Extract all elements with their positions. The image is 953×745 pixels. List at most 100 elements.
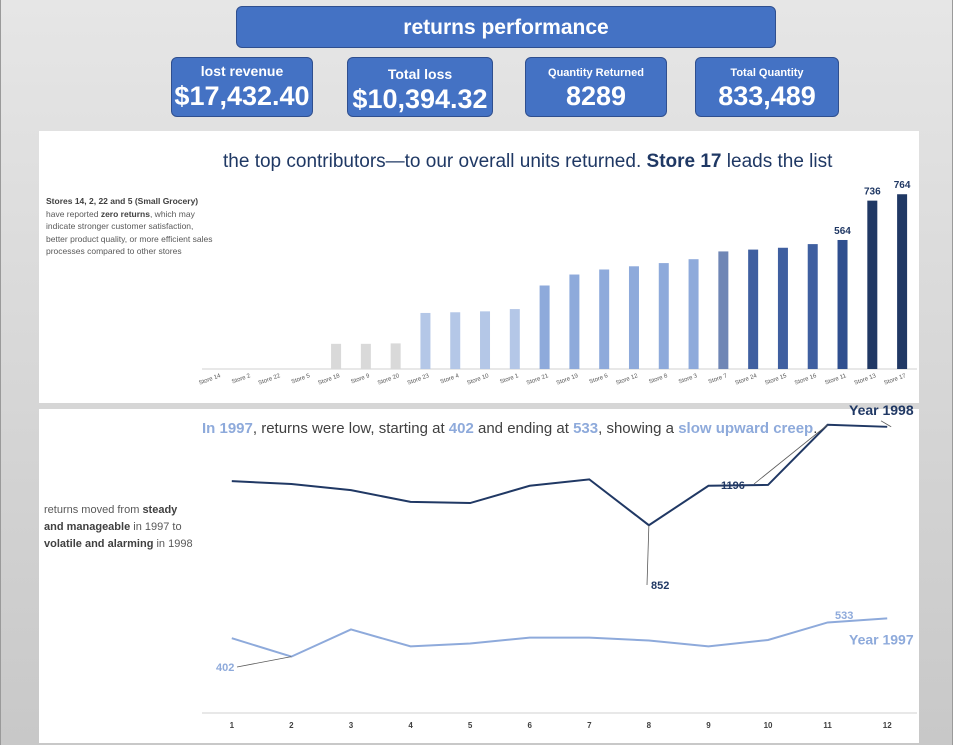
line-data-label: 402: [216, 662, 234, 674]
kpi-value: $17,432.40: [174, 81, 310, 111]
frame-left-border: [0, 0, 1, 745]
x-tick-label: Store 16: [794, 373, 818, 387]
data-label-leader: [646, 525, 650, 586]
x-tick-label: 4: [408, 721, 413, 730]
bar-data-label: 736: [864, 187, 881, 198]
note-text: in 1998: [156, 538, 193, 550]
x-tick-label: Store 22: [258, 373, 282, 387]
note-text: returns moved from: [44, 504, 140, 516]
bar: [599, 269, 610, 369]
monthly-returns-panel: In 1997, returns were low, starting at 4…: [39, 402, 919, 743]
zero-returns-note: Stores 14, 2, 22 and 5 (Small Grocery) h…: [46, 195, 216, 258]
line-data-label: 533: [835, 610, 853, 622]
x-tick-label: Store 7: [708, 373, 729, 385]
bar: [807, 244, 818, 369]
headline-text: , showing a: [598, 420, 675, 437]
x-tick-label: Store 23: [407, 373, 431, 387]
bar: [628, 266, 639, 369]
bar: [718, 251, 729, 369]
note-bold: Stores 14, 2, 22 and 5 (Small Grocery): [46, 196, 199, 206]
bar-chart-headline: the top contributors—to our overall unit…: [223, 151, 832, 173]
note-text: in 1997 to: [133, 521, 182, 533]
x-tick-label: Store 12: [615, 373, 639, 387]
x-tick-label: Store 18: [317, 373, 341, 387]
x-tick-label: Store 11: [824, 373, 848, 386]
x-tick-label: Store 8: [648, 373, 669, 385]
bar-data-label: 564: [834, 226, 851, 237]
headline-accent: 533: [573, 420, 599, 437]
note-bold: volatile and alarming: [44, 538, 154, 550]
x-tick-label: Store 17: [883, 373, 907, 387]
note-text: , which may indicate stronger customer s…: [46, 208, 213, 257]
kpi-label: Quantity Returned: [548, 67, 644, 79]
x-tick-label: 10: [764, 721, 773, 730]
bar: [331, 343, 342, 369]
store-returns-bar-chart: Store 14 Store 2 Store 22 Store 5 Store 18 St…: [198, 180, 917, 387]
bar: [420, 312, 431, 369]
x-tick-label: 9: [706, 721, 711, 730]
note-bold: steady and manageable: [44, 504, 178, 533]
bar: [748, 249, 759, 369]
line-data-label: 1196: [721, 480, 745, 492]
bar: [777, 247, 788, 369]
headline-store: Store 17: [646, 151, 722, 172]
headline-text: , returns were low, starting at: [252, 420, 445, 437]
kpi-label: lost revenue: [200, 63, 284, 79]
x-tick-label: Store 9: [350, 373, 371, 385]
data-label-leader: [753, 424, 828, 485]
data-label-leader: [236, 656, 292, 668]
line-data-label: 852: [651, 580, 669, 592]
x-tick-label: Store 2: [231, 373, 252, 385]
bar: [509, 309, 520, 369]
series-line: [231, 617, 888, 658]
kpi-value: $10,394.32: [352, 84, 488, 114]
store-returns-panel: the top contributors—to our overall unit…: [39, 131, 919, 403]
bar-data-label: 764: [894, 180, 911, 191]
bar: [658, 263, 669, 369]
headline-accent: slow upward creep: [678, 420, 814, 437]
headline-text: and ending at: [478, 420, 569, 437]
bar: [360, 343, 371, 369]
x-tick-label: Store 4: [440, 373, 461, 385]
headline-accent: 402: [448, 420, 474, 437]
x-tick-label: Store 24: [734, 373, 758, 387]
x-tick-label: Store 13: [854, 373, 878, 387]
bar: [390, 343, 401, 369]
bar: [867, 200, 878, 369]
dashboard-title: returns performance: [236, 6, 776, 48]
kpi-value: 8289: [565, 81, 627, 111]
x-tick-label: 6: [527, 721, 532, 730]
kpi-quantity-returned: Quantity Returned 8289: [525, 57, 667, 117]
bar: [688, 259, 699, 369]
headline-text: .: [813, 420, 818, 437]
x-tick-label: 8: [647, 721, 652, 730]
x-tick-label: Store 5: [291, 373, 312, 385]
bar: [897, 194, 908, 369]
kpi-lost-revenue: lost revenue $17,432.40: [171, 57, 313, 117]
bar: [569, 274, 580, 369]
x-tick-label: 5: [468, 721, 473, 730]
x-tick-label: Store 14: [198, 373, 222, 387]
x-tick-label: Store 3: [678, 373, 699, 385]
x-tick-label: 1: [230, 721, 235, 730]
x-tick-label: Store 21: [526, 373, 550, 387]
bar: [450, 312, 461, 369]
kpi-value: 833,489: [718, 81, 816, 111]
note-bold: zero returns: [100, 208, 150, 219]
headline-text: leads the list: [726, 151, 833, 172]
series-name-label: Year 1997: [849, 631, 914, 647]
series-name-label: Year 1998: [849, 402, 914, 418]
bar: [837, 239, 848, 369]
note-text: have reported: [46, 208, 99, 219]
x-tick-label: Store 20: [377, 373, 401, 387]
x-tick-label: 3: [349, 721, 354, 730]
kpi-total-quantity: Total Quantity 833,489: [695, 57, 839, 117]
headline-text: the top contributors—to our overall unit…: [223, 151, 642, 172]
headline-accent: In 1997: [202, 420, 253, 437]
kpi-total-loss: Total loss $10,394.32: [347, 57, 493, 117]
kpi-label: Total loss: [387, 66, 453, 82]
kpi-label: Total Quantity: [730, 67, 804, 79]
series-label-leader: [880, 420, 892, 428]
line-chart-headline: In 1997, returns were low, starting at 4…: [202, 420, 817, 437]
